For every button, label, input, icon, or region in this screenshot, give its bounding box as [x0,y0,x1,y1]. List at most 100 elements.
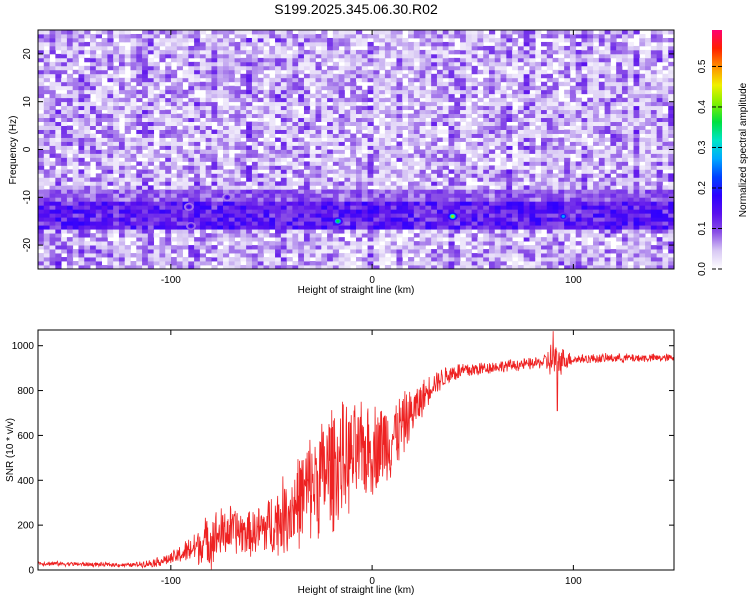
spectrogram-cell [234,165,241,170]
spectrogram-cell [153,53,160,59]
spectrogram-cell [107,121,114,126]
spectrogram-cell [546,189,553,194]
spectrogram-cell [506,169,513,174]
spectrogram-cell [384,245,392,250]
spectrogram-cell [535,221,542,226]
spectrogram-cell [315,197,322,202]
spectrogram-cell [454,101,461,107]
spectrogram-cell [49,257,56,262]
spectrogram-cell [332,117,340,123]
spectrogram-cell [263,205,270,210]
spectrogram-cell [425,57,432,63]
spectrogram-cell [280,205,288,210]
spectrogram-cell [402,169,409,174]
spectrogram-cell [488,85,496,91]
spectrogram-cell [275,69,282,75]
spectrogram-cell [396,133,403,138]
spectrogram-cell [564,169,571,174]
spectrogram-cell [38,157,45,162]
spectrogram-cell [228,237,235,242]
spectrogram-cell [315,237,322,242]
spectrogram-cell [38,233,45,238]
spectrogram-cell [431,117,438,123]
spectrogram-cell [379,209,386,214]
spectrogram-cell [130,105,137,111]
spectrogram-cell [344,261,351,266]
spectrogram-cell [280,125,288,130]
spectrogram-cell [199,41,207,47]
spectrogram-cell [454,137,461,142]
spectrogram-cell [483,221,490,226]
spectrogram-cell [517,257,525,262]
spectrogram-cell [575,197,582,202]
spectrogram-cell [124,261,131,266]
spectrogram-cell [43,113,50,119]
spectrogram-cell [211,33,218,39]
spectrogram-cell [367,141,374,146]
spectrogram-cell [338,41,345,47]
spectrogram-cell [564,33,571,39]
spectrogram-cell [246,201,253,206]
spectrogram-cell [165,53,172,59]
spectrogram-cell [413,45,420,51]
spectrogram-cell [246,137,253,142]
spectrogram-cell [373,109,380,115]
spectrogram-cell [483,205,490,210]
spectrogram-cell [153,185,160,190]
spectrogram-cell [95,229,102,234]
spectrogram-cell [390,197,397,202]
spectrogram-cell [315,205,322,210]
spectrogram-cell [136,69,143,75]
spectrogram-cell [78,185,85,190]
spectrogram-cell [101,61,108,67]
spectrogram-cell [263,105,270,111]
spectrogram-cell [298,117,305,123]
spectrogram-cell [465,30,473,35]
spectrogram-cell [165,125,172,130]
spectrogram-cell [488,201,496,206]
spectrogram-cell [43,233,50,238]
spectrogram-cell [251,37,259,43]
spectrogram-cell [188,85,195,91]
spectrogram-cell [327,241,334,246]
spectrogram-cell [182,49,189,55]
spectrogram-cell [170,217,178,222]
spectrogram-cell [425,189,432,194]
spectrogram-cell [43,217,50,222]
spectrogram-cell [535,77,542,83]
spectrogram-cell [367,133,374,138]
spectrogram-cell [332,197,340,202]
spectrogram-cell [442,61,449,67]
spectrogram-cell [315,41,322,47]
spectrogram-cell [72,225,79,230]
spectrogram-cell [350,105,357,111]
spectrogram-cell [564,113,571,119]
spectrogram-cell [240,249,247,254]
spectrogram-cell [471,169,478,174]
spectrogram-cell [384,81,392,87]
spectrogram-cell [72,101,79,107]
spectrogram-cell [396,53,403,59]
spectrogram-cell [552,165,559,170]
spectrogram-cell [95,117,102,123]
spectrogram-cell [124,181,131,186]
spectrogram-cell [460,189,467,194]
spectrogram-cell [234,205,241,210]
spectrogram-cell [182,225,189,230]
spectrogram-cell [327,177,334,182]
spectrogram-cell [500,133,507,138]
spectrogram-cell [298,49,305,55]
spectrogram-cell [55,261,62,266]
spectrogram-cell [384,161,392,166]
spectrogram-cell [217,209,224,214]
spectrogram-cell [84,77,91,83]
spectrogram-cell [506,233,513,238]
spectrogram-cell [321,57,328,63]
spectrogram-cell [153,121,160,126]
spectrogram-cell [136,45,143,51]
spectrogram-cell [251,233,259,238]
spectrogram-cell [165,193,172,198]
spectrogram-cell [211,133,218,138]
spectrogram-cell [350,30,357,35]
spectrogram-cell [442,213,449,218]
